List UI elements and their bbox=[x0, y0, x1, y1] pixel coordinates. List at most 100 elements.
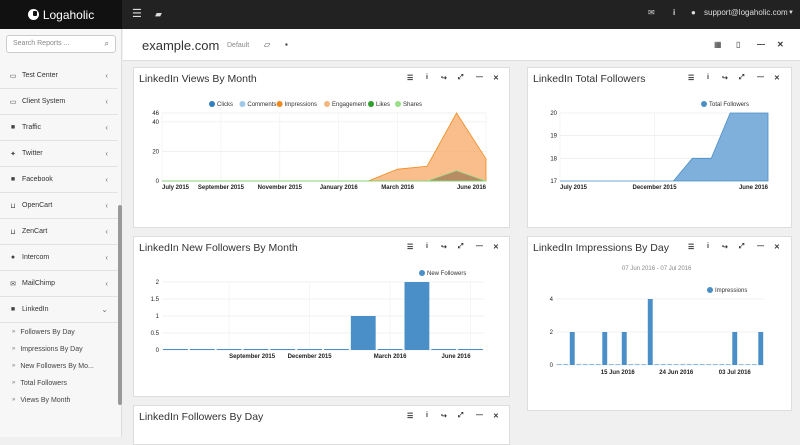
legend-marker bbox=[324, 101, 330, 107]
close-icon[interactable]: ✕ bbox=[777, 40, 784, 49]
folder-icon[interactable]: ▰ bbox=[155, 9, 162, 19]
bar bbox=[404, 282, 430, 350]
sidebar-item-test-center[interactable]: ▭ Test Center ‹ bbox=[0, 63, 118, 89]
sidebar-subitem-views-by-month[interactable]: » Views By Month bbox=[12, 392, 70, 408]
list-icon[interactable]: ☰ bbox=[688, 75, 695, 82]
legend-label: New Followers bbox=[427, 271, 466, 277]
sidebar-item-label: OpenCart bbox=[22, 202, 53, 209]
expand-icon[interactable]: ⤢ bbox=[458, 74, 464, 81]
close-icon[interactable]: ✕ bbox=[493, 413, 499, 420]
legend-label: Likes bbox=[376, 102, 390, 108]
sidebar-subitem-followers-by-day[interactable]: » Followers By Day bbox=[12, 324, 75, 340]
sidebar-subitem-label: Impressions By Day bbox=[20, 345, 83, 353]
info-icon[interactable]: i bbox=[426, 243, 428, 250]
x-tick-label: September 2015 bbox=[198, 185, 245, 191]
y-tick-label: 40 bbox=[152, 120, 159, 126]
sidebar-item-mailchimp[interactable]: ✉ MailChimp ‹ bbox=[0, 271, 118, 297]
double-chevron-icon: » bbox=[12, 329, 16, 335]
share-icon[interactable]: ↪ bbox=[441, 244, 447, 251]
brand-logo[interactable]: Logaholic bbox=[0, 0, 122, 29]
minimize-icon[interactable]: — bbox=[476, 243, 483, 250]
series-area bbox=[162, 170, 487, 182]
y-tick-label: 0 bbox=[156, 179, 160, 185]
panel-views-by-month: LinkedIn Views By Month ☰ i ↪ ⤢ — ✕ 0 20 4… bbox=[133, 67, 510, 228]
sidebar-subitem-new-followers[interactable]: » New Followers By Mo... bbox=[12, 358, 94, 374]
sidebar-item-facebook[interactable]: ■ Facebook ‹ bbox=[0, 167, 118, 193]
sidebar-scrollbar[interactable] bbox=[118, 205, 122, 405]
envelope-icon: ✉ bbox=[10, 280, 16, 288]
info-icon[interactable]: i bbox=[707, 74, 709, 81]
expand-icon[interactable]: ⤢ bbox=[458, 412, 464, 419]
bar bbox=[738, 364, 744, 365]
close-icon[interactable]: ✕ bbox=[493, 75, 499, 82]
share-icon[interactable]: ↪ bbox=[441, 75, 447, 82]
x-tick-label: 24 Jun 2016 bbox=[659, 370, 694, 376]
share-icon[interactable]: ↪ bbox=[722, 75, 728, 82]
list-icon[interactable]: ☰ bbox=[407, 75, 414, 82]
expand-icon[interactable]: ⤢ bbox=[739, 243, 745, 250]
minimize-icon[interactable]: — bbox=[757, 243, 764, 250]
chevron-left-icon: ‹ bbox=[105, 227, 108, 236]
menu-icon[interactable]: ☰ bbox=[132, 8, 142, 20]
search-icon[interactable]: ⌕ bbox=[104, 39, 109, 48]
save-icon[interactable]: ▪ bbox=[285, 40, 288, 49]
legend-marker bbox=[707, 287, 713, 293]
panel-title: LinkedIn Views By Month bbox=[139, 73, 257, 85]
bar bbox=[673, 364, 679, 365]
expand-icon[interactable]: ⤢ bbox=[739, 74, 745, 81]
sidebar-item-intercom[interactable]: ● Intercom ‹ bbox=[0, 245, 118, 271]
legend-label: Total Followers bbox=[709, 102, 749, 108]
bar bbox=[641, 364, 647, 365]
minimize-icon[interactable]: — bbox=[476, 412, 483, 419]
share-icon[interactable]: ↪ bbox=[722, 244, 728, 251]
sidebar-subitem-impressions-by-day[interactable]: » Impressions By Day bbox=[12, 341, 83, 357]
document-icon[interactable]: ▯ bbox=[736, 40, 741, 49]
envelope-icon[interactable]: ✉ bbox=[648, 8, 655, 17]
info-icon[interactable]: i bbox=[673, 8, 676, 17]
close-icon[interactable]: ✕ bbox=[493, 244, 499, 251]
y-tick-label: 20 bbox=[152, 149, 159, 155]
calendar-icon[interactable]: ▦ bbox=[714, 40, 722, 49]
chevron-left-icon: ‹ bbox=[105, 279, 108, 288]
bar bbox=[615, 364, 621, 365]
folder-open-icon[interactable]: ▱ bbox=[264, 40, 271, 49]
bar bbox=[556, 364, 562, 365]
date-range: 07 Jun 2016 - 07 Jul 2016 bbox=[622, 266, 692, 272]
search-input[interactable]: Search Reports ... ⌕ bbox=[6, 35, 116, 53]
share-icon[interactable]: ↪ bbox=[441, 413, 447, 420]
info-icon[interactable]: i bbox=[707, 243, 709, 250]
panel-new-followers: LinkedIn New Followers By Month ☰ i ↪ ⤢ … bbox=[133, 236, 510, 397]
list-icon[interactable]: ☰ bbox=[407, 413, 414, 420]
y-tick-label: 0 bbox=[550, 363, 554, 369]
close-icon[interactable]: ✕ bbox=[774, 244, 780, 251]
list-icon[interactable]: ☰ bbox=[688, 244, 695, 251]
minimize-icon[interactable]: — bbox=[757, 74, 764, 81]
sidebar-item-linkedin[interactable]: ■ LinkedIn ⌄ bbox=[0, 297, 118, 323]
legend-label: Impressions bbox=[285, 102, 317, 108]
page-header: example.com Default ▱ ▪ ▦ ▯ — ✕ bbox=[123, 29, 800, 61]
y-tick-label: 17 bbox=[550, 179, 557, 185]
legend-label: Engagement bbox=[332, 102, 366, 108]
double-chevron-icon: » bbox=[12, 363, 16, 369]
info-icon[interactable]: i bbox=[426, 74, 428, 81]
caret-down-icon[interactable]: ▼ bbox=[788, 10, 794, 16]
sidebar-item-client-system[interactable]: ▭ Client System ‹ bbox=[0, 89, 118, 115]
sidebar-item-zencart[interactable]: ⊔ ZenCart ‹ bbox=[0, 219, 118, 245]
minimize-icon[interactable]: — bbox=[757, 40, 765, 49]
minimize-icon[interactable]: — bbox=[476, 74, 483, 81]
user-email[interactable]: support@logaholic.com bbox=[704, 8, 788, 17]
user-icon[interactable]: ● bbox=[691, 8, 696, 17]
close-icon[interactable]: ✕ bbox=[774, 75, 780, 82]
expand-icon[interactable]: ⤢ bbox=[458, 243, 464, 250]
sidebar-item-traffic[interactable]: ■ Traffic ‹ bbox=[0, 115, 118, 141]
info-icon[interactable]: i bbox=[426, 412, 428, 419]
sidebar-item-label: LinkedIn bbox=[22, 306, 49, 313]
list-icon[interactable]: ☰ bbox=[407, 244, 414, 251]
sidebar-item-twitter[interactable]: ✦ Twitter ‹ bbox=[0, 141, 118, 167]
chat-icon: ● bbox=[10, 254, 16, 261]
sidebar-item-opencart[interactable]: ⊔ OpenCart ‹ bbox=[0, 193, 118, 219]
y-tick-label: 20 bbox=[550, 111, 557, 117]
sidebar-subitem-total-followers[interactable]: » Total Followers bbox=[12, 375, 67, 391]
y-tick-label: 46 bbox=[152, 111, 159, 117]
bar bbox=[719, 364, 725, 365]
